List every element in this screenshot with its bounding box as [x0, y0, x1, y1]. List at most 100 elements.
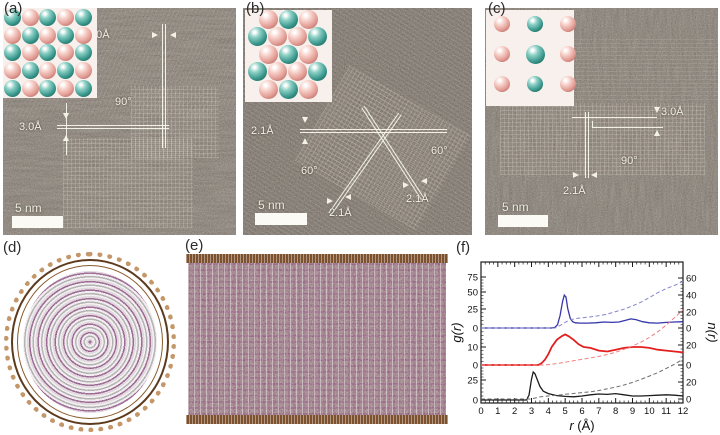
axis-text: 5	[563, 406, 568, 417]
pink-atom	[560, 46, 576, 62]
teal-atom	[247, 62, 267, 81]
arrow-right-icon	[573, 172, 579, 178]
pink-atom	[39, 26, 57, 44]
measure-line-horizontal	[572, 117, 657, 118]
angle-label: 90°	[115, 96, 132, 108]
axis-text: 0	[686, 395, 691, 406]
teal-atom	[39, 44, 57, 62]
atom-row	[494, 16, 576, 32]
axis-text: 10	[467, 343, 478, 354]
axis-text: 10	[644, 406, 655, 417]
panel-c-hrtem-image: 3.0Å 90° 2.1Å 5 nm	[485, 8, 718, 235]
panel-b-inset-lattice-model	[245, 9, 332, 102]
teal-atom	[247, 27, 267, 46]
measure-line-vertical	[585, 112, 589, 178]
teal-atom	[278, 9, 298, 29]
arrow-up-icon	[654, 130, 660, 136]
axis-text: 50	[467, 288, 478, 299]
measure-tick-line	[66, 103, 67, 155]
nanotube-wall-ring	[17, 265, 163, 419]
measure-label-top: 3.0Å	[87, 29, 110, 41]
atom-row	[258, 79, 332, 99]
measure-label-left: 2.1Å	[251, 125, 274, 137]
angle-label-right: 60°	[431, 145, 448, 157]
pink-atom	[287, 62, 307, 81]
scale-bar-label: 5 nm	[15, 201, 42, 215]
pink-atom	[560, 16, 576, 32]
panel-f-label: (f)	[456, 239, 471, 256]
nanotube-wall-bottom	[186, 415, 448, 424]
pink-atom	[39, 62, 57, 80]
pink-atom	[560, 76, 576, 92]
teal-atom	[4, 44, 22, 62]
scale-bar	[255, 213, 307, 225]
teal-atom	[21, 26, 39, 44]
axis-text: 9	[630, 406, 635, 417]
atom-row	[4, 79, 97, 97]
angle-label-left: 60°	[301, 165, 318, 177]
axis-text: 1	[495, 406, 500, 417]
angle-label: 90°	[621, 155, 638, 167]
panel-d-label: (d)	[3, 239, 22, 256]
axis-text: 11	[661, 406, 671, 417]
series-g(r)-black-solid	[481, 370, 684, 401]
teal-atom	[74, 44, 92, 62]
axis-text: 2	[512, 406, 517, 417]
panel-b-hrtem-image: 2.1Å 60° 60° 2.1Å 2.1Å 5 nm	[243, 8, 472, 235]
panel-c-label: (c)	[488, 0, 506, 17]
axis-text: 25	[467, 376, 478, 387]
axis-text: 0	[478, 406, 483, 417]
measure-label-bottom-left: 2.1Å	[329, 207, 352, 219]
measure-label-bottom-right: 2.1Å	[406, 193, 429, 205]
pink-atom	[494, 46, 510, 62]
rdf-plot: 0 1 2 3 4 5 6 7 8 9 10 11 12755025010025060402002002…	[449, 261, 720, 433]
atom-row	[258, 44, 332, 64]
atom-row	[247, 62, 332, 81]
axis-text: 0	[473, 396, 478, 407]
pink-atom	[74, 26, 92, 44]
scale-bar-label: 5 nm	[502, 200, 529, 214]
atom-row	[258, 9, 332, 29]
measure-line-vertical	[162, 24, 166, 148]
nanotube-wall-ring	[11, 259, 169, 425]
nanotube-wall-top	[186, 254, 448, 263]
arrow-down-icon	[63, 113, 69, 119]
panel-b-label: (b)	[246, 0, 265, 17]
axis-text: 0	[686, 324, 691, 335]
series-n(r)-blue-dashed	[481, 280, 684, 329]
atom-row	[4, 26, 97, 45]
pink-atom	[494, 16, 510, 32]
arrow-right-icon	[403, 182, 409, 188]
teal-atom	[307, 27, 327, 46]
axis-text: 60	[686, 274, 697, 285]
atom-row	[4, 44, 97, 62]
arrow-left-icon	[345, 194, 351, 200]
axis-text: 0	[473, 361, 478, 372]
pink-atom	[57, 44, 75, 62]
arrow-down-icon	[302, 117, 308, 123]
pink-atom	[21, 44, 39, 62]
measure-label-bottom: 2.1Å	[563, 185, 586, 197]
tem-noise-texture	[485, 8, 718, 235]
series-n(r)-red-dashed	[481, 309, 684, 366]
pink-atom	[258, 9, 278, 29]
pink-atom	[57, 79, 75, 97]
measure-line-horizontal	[592, 127, 663, 128]
measure-label-left: 3.0Å	[19, 121, 42, 133]
pink-atom	[258, 79, 278, 99]
axis-text: 20	[686, 308, 697, 319]
axis-text: 12	[678, 406, 689, 417]
axis-text: 7	[596, 406, 601, 417]
model-speckle-texture	[188, 263, 446, 415]
encapsulated-crystal-side-view	[188, 263, 446, 415]
axis-text: 20	[686, 341, 697, 352]
scale-bar	[12, 216, 63, 228]
axis-text: 75	[467, 273, 478, 284]
teal-atom	[74, 9, 92, 27]
pink-atom	[298, 44, 318, 64]
panel-a-inset-lattice-model	[3, 8, 97, 98]
arrow-up-icon	[302, 138, 308, 144]
teal-atom	[525, 44, 545, 64]
axis-text: 40	[686, 291, 697, 302]
